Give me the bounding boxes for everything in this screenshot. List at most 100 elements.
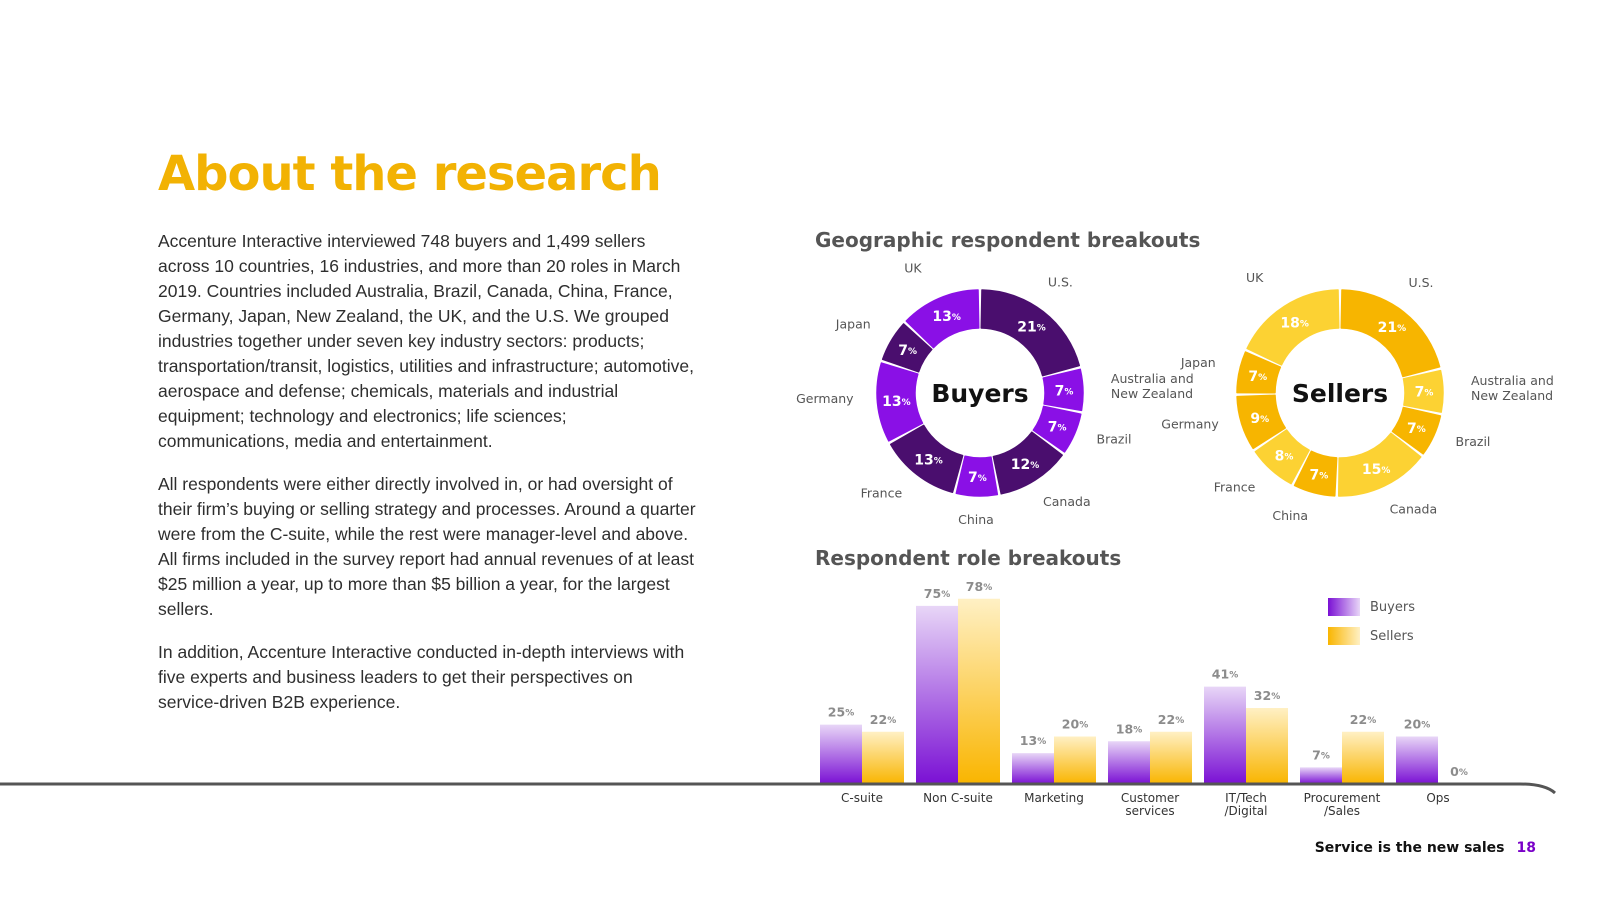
bar-buyers-ops — [1396, 736, 1438, 784]
bar-sellers-marketing — [1054, 736, 1096, 784]
donut-slice-u-s — [980, 289, 1080, 377]
page-footer: Service is the new sales 18 — [1315, 840, 1536, 856]
donut-slice-brazil — [1391, 406, 1442, 455]
bar-buyers-non-c-suite — [916, 605, 958, 784]
slice-value-australia-and-new-zealand: 7% — [1055, 383, 1074, 399]
bar-value-sellers-non-c-suite: 78% — [966, 578, 992, 593]
slice-value-germany: 13% — [882, 394, 911, 410]
slice-label-australia-and-new-zealand: Australia and New Zealand — [1471, 373, 1554, 403]
paragraph-2: All respondents were either directly inv… — [158, 474, 696, 619]
bar-buyers-marketing — [1012, 753, 1054, 784]
slice-value-brazil: 7% — [1407, 421, 1426, 437]
slice-label-brazil: Brazil — [1456, 434, 1491, 449]
legend-label-sellers: Sellers — [1370, 629, 1414, 644]
slice-label-japan: Japan — [1180, 355, 1216, 370]
bar-value-buyers-c-suite: 25% — [828, 704, 854, 719]
donut-slice-france — [1254, 429, 1310, 485]
bar-value-buyers-ops: 20% — [1404, 716, 1430, 731]
role-bar-chart: 25% 22% C-suite 75% 78% Non C-suite 13% 20% Mark… — [820, 578, 1468, 818]
slice-value-china: 7% — [968, 470, 987, 486]
slice-label-japan: Japan — [835, 316, 871, 331]
bar-value-buyers-procurement-sales: 7% — [1312, 747, 1330, 762]
bar-buyers-it-tech-digital — [1204, 686, 1246, 784]
legend-swatch-sellers — [1328, 627, 1360, 645]
donut-slice-uk — [1246, 289, 1340, 366]
slice-label-china: China — [1272, 508, 1308, 523]
donut-slice-germany — [1236, 394, 1286, 450]
category-label-marketing: Marketing — [1024, 791, 1084, 805]
bar-buyers-procurement-sales — [1300, 767, 1342, 784]
slice-label-u-s: U.S. — [1409, 275, 1434, 290]
donut-slice-canada — [1337, 432, 1422, 497]
slice-label-france: France — [1214, 480, 1256, 495]
slice-value-japan: 7% — [898, 343, 917, 359]
slice-value-u-s: 21% — [1017, 320, 1046, 336]
bar-value-sellers-procurement-sales: 22% — [1350, 711, 1376, 726]
slice-value-france: 13% — [914, 452, 943, 468]
bar-value-buyers-non-c-suite: 75% — [924, 585, 950, 600]
buyers-donut-chart: 21% U.S. 7% Australia and New Zealand 7% Brazi… — [796, 260, 1194, 526]
baseline-divider — [0, 782, 1557, 795]
body-text: Accenture Interactive interviewed 748 bu… — [158, 229, 698, 733]
slice-label-uk: UK — [1246, 270, 1264, 285]
legend-swatch-buyers — [1328, 598, 1360, 616]
donut-center-label: Buyers — [931, 379, 1028, 408]
donut-slice-france — [889, 424, 964, 494]
slice-value-canada: 12% — [1011, 457, 1040, 473]
bar-value-buyers-it-tech-digital: 41% — [1212, 666, 1238, 681]
donut-slice-china — [955, 455, 999, 497]
sellers-donut-chart: 21% U.S. 7% Australia and New Zealand 7% Brazi… — [1161, 270, 1554, 523]
slice-label-u-s: U.S. — [1048, 275, 1073, 290]
category-label-c-suite: C-suite — [841, 791, 883, 805]
slice-label-china: China — [958, 512, 994, 527]
footer-text: Service is the new sales — [1314, 840, 1505, 856]
slice-label-australia-and-new-zealand: Australia and New Zealand — [1111, 371, 1194, 401]
slice-value-germany: 9% — [1250, 411, 1269, 427]
donut-slice-australia-and-new-zealand — [1402, 369, 1444, 413]
bar-sellers-c-suite — [862, 731, 904, 784]
role-section-title: Respondent role breakouts — [815, 546, 1122, 570]
bar-sellers-procurement-sales — [1342, 731, 1384, 784]
slice-value-australia-and-new-zealand: 7% — [1415, 385, 1434, 401]
donut-slice-brazil — [1032, 405, 1082, 453]
page-number: 18 — [1516, 840, 1536, 856]
donut-slice-germany — [876, 362, 924, 442]
category-label-it-tech-digital: IT/Tech/Digital — [1225, 791, 1268, 818]
donut-slice-australia-and-new-zealand — [1042, 368, 1084, 412]
category-label-non-c-suite: Non C-suite — [923, 791, 993, 805]
slice-label-germany: Germany — [1161, 417, 1219, 432]
bar-sellers-non-c-suite — [958, 598, 1000, 784]
page-title: About the research — [158, 146, 662, 202]
paragraph-1: Accenture Interactive interviewed 748 bu… — [158, 231, 694, 451]
paragraph-3: In addition, Accenture Interactive condu… — [158, 642, 685, 712]
donut-slice-canada — [992, 431, 1063, 495]
donut-slice-japan — [1236, 351, 1282, 394]
geo-section-title: Geographic respondent breakouts — [815, 228, 1201, 252]
slice-value-uk: 18% — [1280, 315, 1309, 331]
bar-sellers-customer-services — [1150, 731, 1192, 784]
bar-value-buyers-marketing: 13% — [1020, 733, 1046, 748]
bar-value-sellers-it-tech-digital: 32% — [1254, 688, 1280, 703]
slice-value-u-s: 21% — [1378, 320, 1407, 336]
donut-slice-china — [1293, 450, 1338, 497]
bar-buyers-c-suite — [820, 724, 862, 784]
slice-label-germany: Germany — [796, 391, 854, 406]
slice-label-france: France — [861, 485, 903, 500]
slice-label-uk: UK — [904, 260, 922, 275]
category-label-procurement-sales: Procurement/Sales — [1304, 791, 1381, 818]
bar-value-sellers-c-suite: 22% — [870, 711, 896, 726]
donut-center-label: Sellers — [1292, 379, 1388, 408]
bar-value-buyers-customer-services: 18% — [1116, 721, 1142, 736]
slice-label-brazil: Brazil — [1097, 431, 1132, 446]
bar-buyers-customer-services — [1108, 741, 1150, 784]
donut-slice-japan — [881, 323, 933, 373]
bar-sellers-it-tech-digital — [1246, 708, 1288, 784]
slice-value-japan: 7% — [1248, 369, 1267, 385]
slice-value-brazil: 7% — [1048, 419, 1067, 435]
slice-label-canada: Canada — [1390, 502, 1438, 517]
category-label-ops: Ops — [1426, 791, 1449, 805]
bar-value-sellers-marketing: 20% — [1062, 716, 1088, 731]
slice-value-france: 8% — [1275, 449, 1294, 465]
donut-slice-uk — [905, 289, 980, 349]
